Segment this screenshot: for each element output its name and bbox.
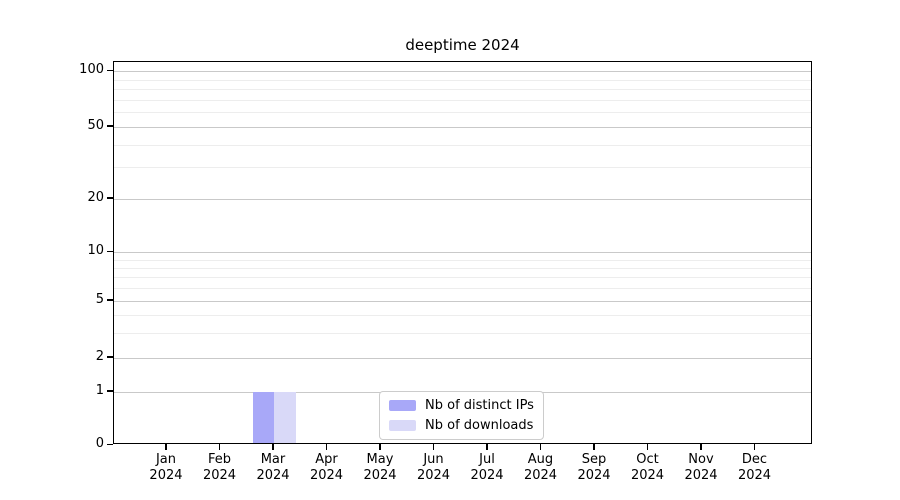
y-tick-mark [107,443,113,445]
x-tick-month: Feb [207,452,231,467]
y-gridline-minor [114,79,811,81]
x-tick-month: Oct [636,452,659,467]
y-tick-mark [107,197,113,199]
x-tick-mark [218,444,221,450]
y-gridline-minor [114,99,811,101]
y-tick-mark [107,125,113,127]
x-tick-mark [432,444,435,450]
y-gridline-minor [114,314,811,316]
x-tick-year: 2024 [684,468,718,483]
x-tick-year: 2024 [737,468,772,483]
y-gridline-minor [114,112,811,114]
y-tick-label: 1 [95,382,104,398]
x-tick-label: May 2024 [350,452,410,484]
x-tick-label: Nov 2024 [671,452,731,484]
y-tick-mark [107,250,113,252]
y-gridline-major [114,252,811,253]
y-gridline-minor [114,277,811,279]
bar-downloads [273,391,296,444]
x-tick-label: Mar 2024 [243,452,303,484]
x-tick-mark [486,444,488,450]
x-tick-mark [753,444,756,450]
y-gridline-minor [114,259,811,261]
y-tick-label: 100 [79,62,104,77]
x-tick-mark [325,444,328,450]
x-tick-month: Jan [155,452,176,467]
legend-label: Nb of distinct IPs [425,398,534,413]
x-tick-month: May [366,452,394,467]
plot-area: Nb of distinct IPs Nb of downloads [113,61,812,444]
y-gridline-minor [114,288,811,290]
x-tick-label: Aug 2024 [510,452,570,484]
x-tick-label: Feb 2024 [189,452,249,484]
y-tick-label: 2 [95,348,104,364]
x-tick-year: 2024 [363,468,397,483]
y-gridline-major [114,357,811,359]
x-tick-label: Jul 2024 [457,452,517,484]
chart-title: deeptime 2024 [405,36,520,54]
legend-swatch-distinct-ips [389,400,416,411]
y-gridline-minor [114,89,811,90]
x-tick-month: Aug [527,452,554,467]
legend-row: Nb of distinct IPs [389,397,534,414]
x-tick-mark [272,444,274,450]
x-tick-label: Dec 2024 [725,452,785,484]
x-tick-month: Nov [688,452,714,467]
x-tick-mark [379,444,381,450]
x-tick-mark [165,444,167,450]
y-gridline-minor [114,144,811,146]
y-tick-mark [107,390,113,392]
x-tick-month: Dec [741,452,768,467]
x-tick-mark [593,444,595,450]
x-tick-year: 2024 [630,468,665,483]
y-tick-mark [107,299,113,301]
legend-label: Nb of downloads [425,418,534,433]
x-tick-year: 2024 [470,468,504,483]
x-tick-month: Mar [260,452,286,467]
legend-swatch-downloads [389,420,416,431]
y-tick-mark [107,356,113,358]
legend: Nb of distinct IPs Nb of downloads [379,391,544,440]
y-tick-label: 0 [95,436,104,451]
y-tick-label: 5 [95,291,104,307]
y-gridline-major [114,198,811,200]
x-tick-month: Sep [581,452,607,467]
y-gridline-minor [114,167,811,169]
x-tick-year: 2024 [202,468,237,483]
x-tick-year: 2024 [256,468,290,483]
x-tick-year: 2024 [577,468,611,483]
x-tick-month: Jul [479,452,495,467]
y-tick-label: 20 [87,189,104,205]
y-gridline-major [114,126,811,128]
y-tick-label: 50 [87,117,104,133]
x-tick-year: 2024 [309,468,344,483]
x-tick-mark [646,444,649,450]
y-gridline-major [114,71,811,72]
x-tick-month: Jun [423,452,444,467]
x-tick-label: Sep 2024 [564,452,624,484]
y-tick-mark [107,69,113,71]
y-gridline-major [114,300,811,302]
y-gridline-minor [114,332,811,334]
y-gridline-minor [114,267,811,269]
x-tick-year: 2024 [416,468,451,483]
y-tick-label: 10 [87,243,104,258]
x-tick-mark [700,444,702,450]
legend-row: Nb of downloads [389,417,534,434]
x-tick-label: Oct 2024 [617,452,677,484]
x-tick-month: Apr [315,452,338,467]
x-tick-year: 2024 [149,468,183,483]
x-tick-label: Jan 2024 [136,452,196,484]
x-tick-label: Jun 2024 [403,452,463,484]
bar-distinct-ips [252,391,274,444]
x-tick-year: 2024 [523,468,558,483]
x-tick-label: Apr 2024 [296,452,356,484]
x-tick-mark [539,444,542,450]
